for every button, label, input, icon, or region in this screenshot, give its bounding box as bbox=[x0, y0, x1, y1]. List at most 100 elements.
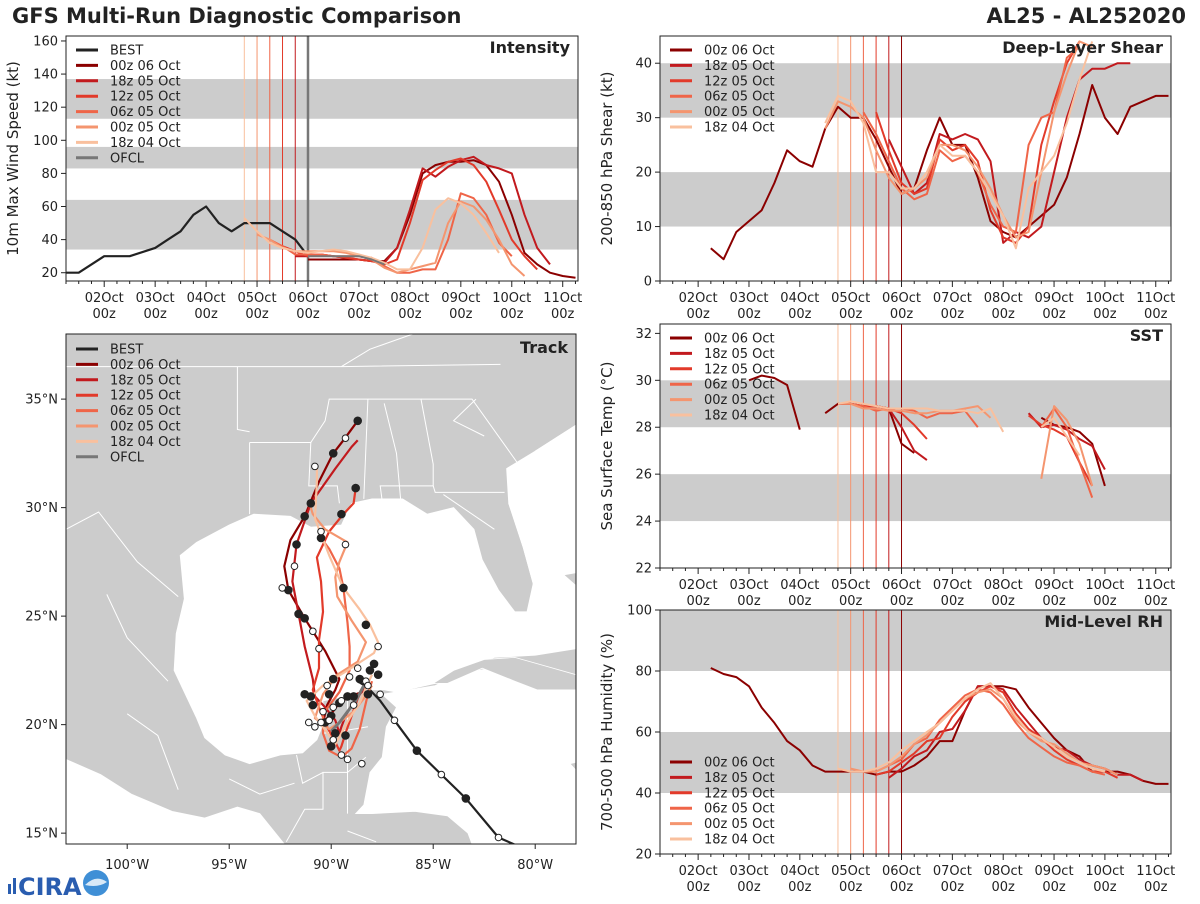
sst-ylabel: Sea Surface Temp (°C) bbox=[598, 361, 616, 530]
intensity-legend-label: 12z 05 Oct bbox=[110, 90, 181, 105]
intensity-series-line bbox=[243, 197, 500, 271]
track-marker bbox=[329, 703, 338, 712]
shear-xtick-label: 06Oct bbox=[882, 291, 921, 306]
intensity-ytick-label: 60 bbox=[41, 200, 58, 215]
sst-xtick-label-hour: 00z bbox=[686, 594, 710, 609]
border-line bbox=[367, 398, 434, 502]
rh-xtick-label-hour: 00z bbox=[686, 880, 710, 895]
track-marker bbox=[300, 613, 309, 623]
rh-ytick-label: 40 bbox=[635, 787, 652, 802]
intensity-xtick-label-hour: 00z bbox=[449, 307, 473, 322]
track-marker bbox=[437, 770, 446, 779]
cira-logo-icon bbox=[8, 878, 16, 894]
page-title: GFS Multi-Run Diagnostic Comparison bbox=[12, 4, 462, 28]
shear-ytick-label: 40 bbox=[635, 57, 652, 72]
border-line bbox=[432, 485, 505, 493]
intensity-xtick-label-hour: 00z bbox=[296, 307, 320, 322]
shear-xtick-label: 05Oct bbox=[831, 291, 870, 306]
track-marker bbox=[390, 716, 399, 725]
track-marker bbox=[349, 701, 358, 709]
shear-legend-label: 00z 05 Oct bbox=[704, 105, 775, 120]
track-marker bbox=[290, 562, 299, 571]
rh-xtick-label-hour: 00z bbox=[890, 880, 914, 895]
rh-xtick-label-hour: 00z bbox=[788, 880, 812, 895]
intensity-legend-label: 00z 05 Oct bbox=[110, 121, 181, 136]
sst-ytick-label: 30 bbox=[635, 374, 652, 389]
intensity-plot-area bbox=[66, 36, 578, 281]
intensity-xtick-label: 07Oct bbox=[339, 291, 378, 306]
intensity-ylabel: 10m Max Wind Speed (kt) bbox=[4, 61, 22, 256]
track-marker bbox=[364, 681, 372, 690]
track-xtick-label: 85°W bbox=[415, 858, 451, 873]
intensity-ytick-label: 120 bbox=[33, 101, 58, 116]
rh-legend-label: 12z 05 Oct bbox=[704, 786, 775, 801]
shear-xtick-label: 09Oct bbox=[1035, 291, 1074, 306]
intensity-xtick-label: 06Oct bbox=[288, 291, 327, 306]
track-marker bbox=[292, 540, 301, 549]
track-marker bbox=[328, 674, 338, 684]
track-marker bbox=[311, 462, 319, 471]
shear-title: Deep-Layer Shear bbox=[1002, 38, 1163, 57]
track-line bbox=[330, 684, 366, 733]
intensity-ytick-label: 100 bbox=[33, 134, 58, 149]
sst-xtick-label: 03Oct bbox=[729, 578, 768, 593]
border-line bbox=[452, 398, 485, 437]
track-marker bbox=[337, 696, 346, 705]
rh-legend-label: 00z 05 Oct bbox=[704, 817, 775, 832]
intensity-xtick-label: 08Oct bbox=[390, 291, 429, 306]
jamaica bbox=[569, 761, 576, 771]
intensity-ytick-label: 40 bbox=[41, 233, 58, 248]
intensity-xtick-label-hour: 00z bbox=[245, 307, 269, 322]
border-line bbox=[341, 334, 413, 368]
intensity-xtick-label: 10Oct bbox=[492, 291, 531, 306]
intensity-ytick-label: 140 bbox=[33, 68, 58, 83]
shear-xtick-label-hour: 00z bbox=[737, 307, 761, 322]
rh-xtick-label: 05Oct bbox=[831, 864, 870, 879]
track-marker bbox=[311, 723, 319, 731]
atlantic-ocean bbox=[508, 424, 576, 617]
track-marker bbox=[412, 746, 422, 755]
intensity-xtick-label-hour: 00z bbox=[398, 307, 422, 322]
track-marker bbox=[306, 498, 316, 508]
intensity-panel: 2040608010012014016002Oct00z03Oct00z04Oc… bbox=[4, 34, 582, 322]
shear-legend-label: 00z 06 Oct bbox=[704, 44, 775, 59]
track-marker bbox=[329, 736, 338, 744]
rh-xtick-label: 11Oct bbox=[1136, 864, 1175, 879]
shear-xtick-label: 04Oct bbox=[780, 291, 819, 306]
track-marker bbox=[317, 718, 325, 727]
rh-legend-label: 06z 05 Oct bbox=[704, 802, 775, 817]
sst-band bbox=[660, 380, 1171, 428]
sst-xtick-label: 11Oct bbox=[1136, 578, 1175, 593]
track-marker bbox=[339, 583, 348, 593]
sst-ytick-label: 28 bbox=[635, 421, 652, 436]
border-line bbox=[443, 494, 495, 530]
intensity-xtick-label-hour: 00z bbox=[194, 307, 218, 322]
cuba bbox=[431, 656, 576, 691]
track-marker bbox=[319, 707, 327, 716]
intensity-frame bbox=[65, 35, 579, 282]
sst-xtick-label-hour: 00z bbox=[1144, 594, 1168, 609]
intensity-xtick-label-hour: 00z bbox=[93, 307, 117, 322]
border-line bbox=[236, 366, 250, 433]
intensity-band bbox=[66, 146, 578, 169]
track-ytick-label: 30°N bbox=[25, 501, 58, 516]
track-legend-label: OFCL bbox=[110, 450, 145, 465]
cira-logo: CIRA bbox=[6, 866, 116, 901]
sst-series-line bbox=[1040, 416, 1081, 456]
pacific-ocean bbox=[66, 758, 285, 844]
rh-title: Mid-Level RH bbox=[1044, 612, 1163, 631]
track-title: Track bbox=[520, 338, 568, 357]
cira-logo-text: CIRA bbox=[18, 873, 82, 900]
track-marker bbox=[315, 644, 323, 653]
rh-xtick-label: 09Oct bbox=[1035, 864, 1074, 879]
track-legend-label: 12z 05 Oct bbox=[110, 389, 181, 404]
track-marker bbox=[341, 540, 350, 549]
intensity-legend-label: 18z 04 Oct bbox=[110, 136, 181, 151]
track-marker bbox=[369, 659, 379, 669]
track-marker bbox=[330, 729, 340, 738]
rh-ytick-label: 60 bbox=[635, 726, 652, 741]
intensity-legend-label: BEST bbox=[110, 44, 143, 59]
rh-xtick-label-hour: 00z bbox=[1093, 880, 1117, 895]
track-marker bbox=[294, 609, 303, 619]
bahamas bbox=[562, 572, 576, 587]
